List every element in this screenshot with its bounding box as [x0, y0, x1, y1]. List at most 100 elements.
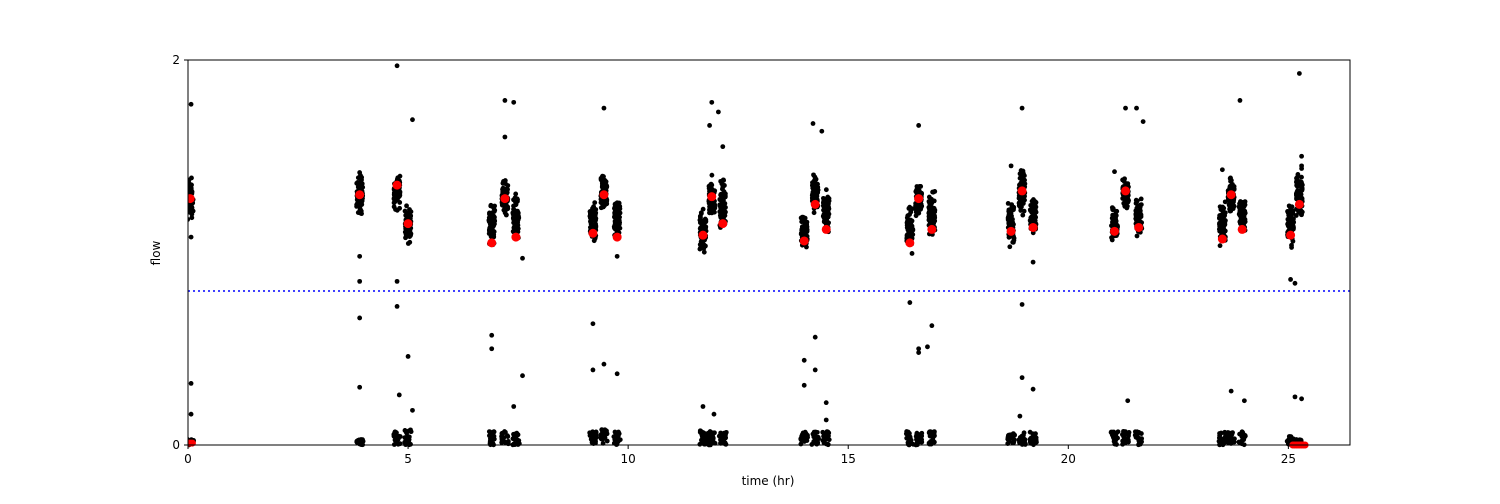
raw-point — [802, 433, 808, 439]
raw-point — [1220, 208, 1226, 214]
raw-point — [821, 439, 827, 444]
raw-point — [1238, 431, 1244, 437]
raw-point — [710, 437, 716, 443]
raw-point — [357, 200, 363, 206]
raw-point — [505, 183, 511, 188]
raw-point — [928, 433, 934, 438]
raw-point — [1018, 439, 1024, 445]
raw-point — [402, 229, 408, 235]
raw-point — [1238, 221, 1243, 227]
raw-point — [520, 373, 525, 379]
mean-point — [914, 194, 924, 204]
raw-point — [1291, 216, 1296, 222]
raw-point — [1011, 207, 1016, 213]
raw-point — [914, 437, 919, 443]
x-tick-label: 15 — [841, 452, 856, 466]
raw-point — [928, 210, 934, 216]
raw-point — [617, 437, 623, 443]
mean-point — [810, 199, 820, 209]
raw-point — [929, 323, 935, 329]
raw-point — [593, 221, 598, 227]
raw-point — [513, 202, 519, 207]
raw-point — [592, 200, 598, 205]
raw-point — [711, 411, 717, 417]
raw-point — [700, 404, 706, 409]
raw-point — [588, 432, 594, 438]
raw-point — [1288, 205, 1293, 211]
raw-point — [1122, 204, 1128, 209]
raw-point — [1033, 214, 1039, 220]
mean-point — [905, 238, 915, 248]
raw-point — [1140, 119, 1146, 124]
mean-point — [188, 439, 196, 447]
raw-point — [357, 170, 363, 175]
raw-point — [1227, 208, 1233, 214]
mean-point — [1217, 234, 1227, 244]
raw-point — [1019, 170, 1025, 176]
raw-point — [1292, 394, 1298, 400]
raw-point — [699, 439, 705, 445]
raw-point — [715, 109, 721, 115]
raw-point — [918, 433, 923, 439]
raw-point — [1010, 219, 1015, 225]
raw-point — [612, 202, 618, 207]
raw-point — [810, 121, 816, 126]
raw-point — [1219, 228, 1225, 234]
raw-point — [1288, 209, 1294, 214]
raw-point — [189, 215, 195, 221]
raw-point — [798, 436, 804, 442]
raw-point — [1228, 388, 1234, 394]
raw-point — [1217, 243, 1223, 249]
raw-point — [925, 344, 930, 350]
raw-point — [707, 123, 712, 128]
raw-point — [721, 192, 727, 197]
raw-point — [907, 232, 913, 238]
raw-point — [612, 206, 617, 211]
raw-point — [722, 441, 728, 447]
raw-point — [1292, 280, 1298, 286]
raw-point — [590, 321, 596, 327]
raw-point — [489, 332, 495, 338]
raw-point — [812, 367, 818, 373]
raw-point — [1239, 207, 1244, 213]
raw-point — [614, 371, 620, 377]
raw-point — [913, 209, 919, 215]
mean-point — [707, 192, 717, 202]
raw-point — [801, 382, 807, 388]
raw-point — [825, 214, 831, 220]
raw-point — [1019, 302, 1025, 307]
raw-point — [698, 218, 704, 224]
raw-point — [1122, 176, 1127, 182]
raw-point — [395, 441, 401, 447]
raw-point — [804, 219, 810, 225]
raw-point — [1020, 212, 1026, 218]
raw-point — [1237, 201, 1242, 207]
raw-point — [717, 197, 723, 203]
raw-point — [1290, 238, 1296, 244]
raw-point — [405, 428, 411, 434]
raw-point — [801, 357, 807, 363]
raw-point — [188, 234, 194, 240]
raw-point — [718, 178, 724, 184]
raw-flow-points — [188, 63, 1305, 448]
raw-point — [588, 219, 593, 224]
raw-point — [188, 204, 191, 209]
raw-point — [1110, 206, 1116, 212]
raw-point — [905, 218, 910, 224]
raw-point — [1133, 433, 1139, 439]
raw-point — [916, 123, 922, 128]
raw-point — [1287, 215, 1292, 221]
raw-point — [601, 105, 607, 111]
raw-point — [615, 211, 621, 217]
raw-point — [717, 213, 723, 218]
raw-point — [1136, 218, 1142, 223]
raw-point — [930, 189, 936, 195]
raw-point — [511, 441, 517, 447]
raw-point — [611, 440, 617, 446]
raw-point — [928, 441, 934, 447]
raw-point — [501, 179, 506, 184]
axes: 0 5 10 15 20 25 0 2 — [172, 53, 1351, 466]
raw-point — [1223, 218, 1228, 223]
raw-point — [511, 197, 516, 203]
raw-point — [1010, 440, 1016, 446]
